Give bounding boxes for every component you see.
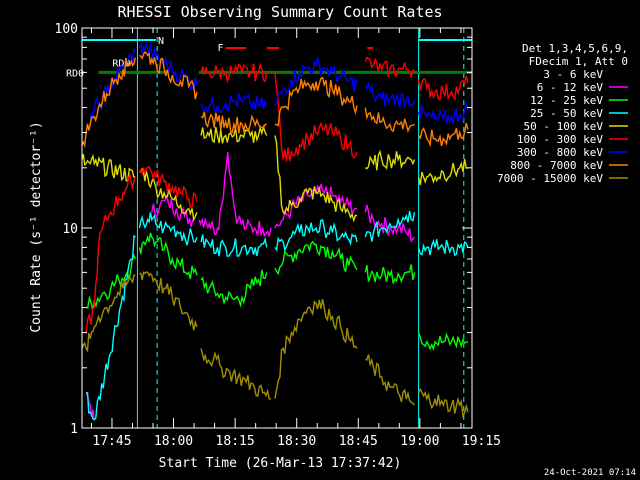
legend: Det 1,3,4,5,6,9,FDecim 1, Att 03 - 6 keV… [497,42,628,185]
legend-entry-label: 300 - 800 keV [517,146,603,159]
x-tick-label: 18:45 [339,434,378,449]
series-line-2 [86,232,469,352]
n-flag-label: N [158,36,164,47]
y-tick-label: 1 [70,422,78,437]
x-axis-label: Start Time (26-Mar-13 17:37:42) [159,456,402,471]
legend-entry-label: 7000 - 15000 keV [497,172,603,185]
series-line-3 [86,210,469,421]
legend-header-line: Det 1,3,4,5,6,9, [522,42,628,55]
series-line-8 [81,271,469,419]
axes-layer: 1 10 100 17:45 18:00 18:15 18:30 18:45 19:00 19:1… [55,22,501,449]
x-tick-label: 18:15 [216,434,255,449]
chart-title: RHESSI Observing Summary Count Rates [117,3,442,21]
legend-entry-label: 3 - 6 keV [543,68,603,81]
x-tick-label: 19:00 [400,434,439,449]
x-tick-label: 17:45 [92,434,131,449]
x-tick-label: 18:30 [277,434,316,449]
series-line-6 [89,42,469,125]
y-tick-label: 100 [55,22,78,37]
x-tick-label: 19:15 [462,434,501,449]
legend-entry-label: 100 - 300 keV [517,133,603,146]
rd0-label: RD0 [66,68,84,79]
legend-entry-label: 50 - 100 keV [524,120,604,133]
footer-timestamp: 24-Oct-2021 07:14 [544,468,636,478]
series-line-4 [81,124,469,223]
series-layer [81,42,469,421]
legend-entry-label: 800 - 7000 keV [510,159,603,172]
y-tick-label: 10 [62,222,78,237]
series-line-7 [81,51,469,149]
legend-entry-label: 6 - 12 keV [537,81,604,94]
x-tick-label: 18:00 [154,434,193,449]
series-line-1 [85,151,416,420]
series-line-5 [85,56,469,333]
y-axis-label: Count Rate (s⁻¹ detector⁻¹) [29,121,44,332]
rd0-label: RD0 [112,58,130,69]
legend-entry-label: 25 - 50 keV [530,107,603,120]
legend-header-line: FDecim 1, Att 0 [529,55,628,68]
f-flag-label: F [217,43,223,54]
legend-entry-label: 12 - 25 keV [530,94,603,107]
